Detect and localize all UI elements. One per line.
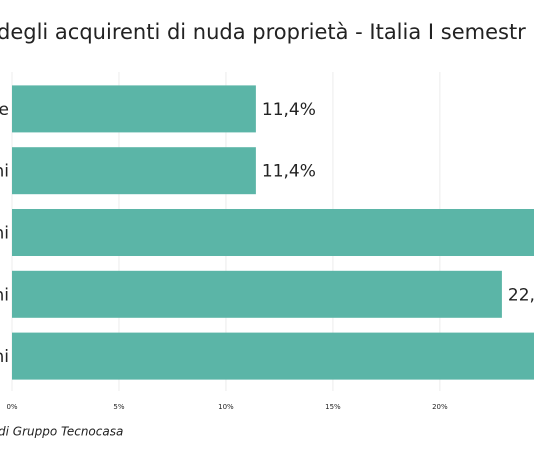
value-label: 22,9% (508, 285, 534, 305)
bar (12, 209, 534, 256)
bar (12, 270, 502, 318)
x-tick-label: 0% (6, 403, 17, 411)
value-label: 11,4% (262, 100, 316, 120)
y-tick-label: ni (0, 347, 9, 367)
bar (12, 85, 256, 133)
x-tick-label: 5% (113, 403, 124, 411)
value-label: 11,4% (262, 162, 316, 182)
bar (12, 147, 256, 195)
y-tick-label: ni (0, 224, 9, 244)
y-tick-label: e (0, 100, 9, 120)
chart-title: degli acquirenti di nuda proprietà - Ita… (0, 20, 526, 44)
x-tick-label: 10% (218, 403, 234, 411)
x-tick-label: 15% (325, 403, 341, 411)
y-tick-label: ni (0, 285, 9, 305)
source: di Gruppo Tecnocasa (0, 425, 123, 439)
y-tick-label: ni (0, 162, 9, 182)
bar (12, 332, 534, 380)
x-tick-label: 20% (432, 403, 448, 411)
